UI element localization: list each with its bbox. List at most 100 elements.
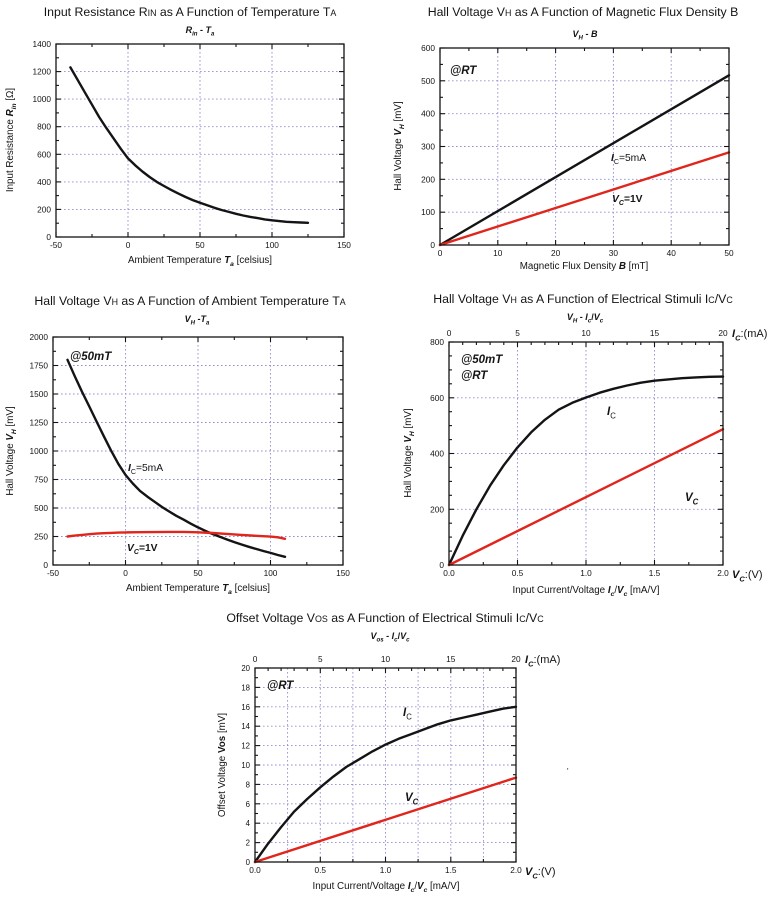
chart-vh-vs-b-curve-IC=5mA [438, 74, 731, 247]
chart-vh-vs-b-y-tick-label: 600 [421, 43, 435, 53]
chart-rin-vs-ta-x-tick-label: -50 [50, 240, 62, 250]
chart-vh-vs-icvc-bottom-axis-unit: VC:(V) [732, 569, 763, 583]
chart-vh-vs-icvc-top-tick-label: 5 [515, 328, 520, 338]
chart-vh-vs-ta-curve-VC=1V [66, 530, 287, 540]
chart-vos-vs-icvc-x-tick-label: 1.0 [380, 865, 392, 875]
chart-vh-vs-b-y-tick-label: 0 [430, 240, 435, 250]
chart-vh-vs-ta-curve-label-IC=5mA: IC=5mA [128, 463, 163, 476]
chart-vh-vs-ta-subtitle: VH -Ta [185, 314, 210, 327]
chart-vos-vs-icvc-grid [255, 668, 516, 862]
chart-vh-vs-ta-x-tick-label: 100 [264, 568, 278, 578]
chart-rin-vs-ta-subtitle: Rin - Ta [186, 25, 215, 38]
stray-mark: ' [567, 767, 569, 776]
chart-vos-vs-icvc-curve-VC [253, 776, 518, 864]
chart-vos-vs-icvc-curve-label-VC: VC [405, 792, 419, 806]
chart-vos-vs-icvc-y-tick-label: 18 [241, 683, 250, 692]
chart-vh-vs-ta-y-tick-label: 1250 [30, 418, 49, 428]
chart-vos-vs-icvc-bottom-axis-unit: VC:(V) [525, 866, 556, 880]
chart-vos-vs-icvc-x-tick-label: 2.0 [510, 865, 522, 875]
chart-vh-vs-icvc-title: Hall Voltage VH as A Function of Electri… [433, 292, 733, 306]
chart-rin-vs-ta-x-axis-label: Ambient Temperature Ta [celsius] [128, 255, 272, 268]
chart-vh-vs-b-ticks [439, 47, 730, 246]
chart-vos-vs-icvc-y-tick-label: 4 [246, 819, 251, 828]
chart-vh-vs-b-curve-label-IC=5mA: IC=5mA [611, 153, 646, 166]
chart-vh-vs-ta-x-tick-label: 150 [336, 568, 350, 578]
chart-vh-vs-icvc-x-tick-label: 2.0 [717, 568, 729, 578]
chart-vh-vs-b-x-tick-label: 10 [493, 248, 503, 258]
chart-vh-vs-icvc-x-tick-label: 0.0 [443, 568, 455, 578]
chart-rin-vs-ta: -50 0 50 100 1500200400600800100012001400Inp… [5, 5, 351, 268]
chart-vos-vs-icvc-top-tick-label: 10 [381, 654, 391, 664]
chart-vos-vs-icvc-y-axis-label: Offset Voltage Vos [mV] [217, 713, 228, 817]
chart-vh-vs-b-title: Hall Voltage VH as A Function of Magneti… [428, 5, 739, 19]
chart-vh-vs-icvc-grid [449, 342, 723, 565]
chart-rin-vs-ta-y-tick-label: 400 [37, 177, 51, 187]
chart-vos-vs-icvc-x-tick-label: 1.5 [445, 865, 457, 875]
chart-rin-vs-ta-x-tick-label: 100 [265, 240, 279, 250]
chart-rin-vs-ta-y-tick-label: 1000 [33, 94, 52, 104]
chart-vh-vs-b-y-tick-label: 500 [421, 76, 435, 86]
chart-vh-vs-icvc-x-tick-label: 0.5 [512, 568, 524, 578]
chart-rin-vs-ta-y-axis-label: Input Resistance Rin [Ω] [5, 88, 18, 193]
chart-vh-vs-ta-x-axis-label: Ambient Temperature Ta [celsius] [126, 583, 270, 596]
chart-vos-vs-icvc-y-tick-label: 10 [241, 761, 250, 770]
chart-vh-vs-ta-y-axis-label: Hall Voltage VH [mV] [5, 406, 18, 496]
chart-vh-vs-ta-y-tick-label: 2000 [30, 332, 49, 342]
chart-vh-vs-icvc-top-tick-label: 15 [650, 328, 660, 338]
chart-vos-vs-icvc-y-tick-label: 16 [241, 703, 250, 712]
chart-vos-vs-icvc: IC VC 0 5 10 15 20 IC:(mA) 0.0 0.5 1.0 1.5 2.0 0 2 4 6 8 1… [217, 611, 560, 894]
chart-vh-vs-ta-ticks [52, 336, 344, 566]
chart-rin-vs-ta-y-tick-label: 600 [37, 149, 51, 159]
chart-vos-vs-icvc-title: Offset Voltage VOS as A Function of Elec… [226, 611, 544, 625]
chart-vh-vs-b-y-tick-label: 400 [421, 109, 435, 119]
chart-vos-vs-icvc-curve-IC [253, 705, 518, 864]
chart-vos-vs-icvc-curve-label-IC: IC [403, 707, 412, 721]
chart-vos-vs-icvc-ticks [254, 667, 517, 863]
chart-vh-vs-b-grid [440, 48, 729, 245]
chart-vh-vs-icvc-x-tick-label: 1.5 [649, 568, 661, 578]
chart-rin-vs-ta-x-tick-label: 150 [337, 240, 351, 250]
chart-vh-vs-icvc-annotation-1: @RT [461, 370, 488, 382]
chart-vh-vs-ta-y-tick-label: 1750 [30, 361, 49, 371]
chart-vh-vs-icvc-y-tick-label: 600 [430, 393, 444, 403]
chart-vos-vs-icvc-top-tick-label: 0 [253, 654, 258, 664]
chart-vh-vs-ta-annotation-0: @50mT [70, 351, 112, 363]
chart-vh-vs-ta-y-tick-label: 1000 [30, 446, 49, 456]
chart-vh-vs-icvc-y-axis-label: Hall Voltage VH [mV] [403, 408, 416, 498]
chart-rin-vs-ta-y-tick-label: 200 [37, 204, 51, 214]
chart-vh-vs-icvc-y-tick-label: 800 [430, 337, 444, 347]
chart-vos-vs-icvc-y-tick-label: 6 [246, 800, 250, 809]
chart-vh-vs-ta-x-tick-label: -50 [47, 568, 59, 578]
chart-rin-vs-ta-y-tick-label: 1400 [33, 39, 52, 49]
chart-vh-vs-icvc-y-tick-label: 0 [439, 560, 444, 570]
chart-vh-vs-icvc-ticks [448, 341, 724, 566]
chart-vh-vs-b-y-tick-label: 100 [421, 207, 435, 217]
chart-vos-vs-icvc-y-tick-label: 0 [246, 858, 251, 867]
chart-rin-vs-ta-y-tick-label: 1200 [33, 67, 52, 77]
chart-vos-vs-icvc-y-tick-label: 8 [246, 780, 250, 789]
chart-vh-vs-ta-grid [53, 337, 343, 565]
chart-vh-vs-ta-x-tick-label: 50 [193, 568, 203, 578]
chart-vh-vs-b-annotation-0: @RT [450, 65, 477, 77]
chart-vh-vs-icvc-y-tick-label: 200 [430, 504, 444, 514]
chart-vh-vs-ta-y-tick-label: 500 [34, 503, 48, 513]
chart-vos-vs-icvc-y-tick-label: 14 [241, 722, 250, 731]
chart-vh-vs-icvc-top-tick-label: 20 [718, 328, 728, 338]
chart-rin-vs-ta-title: Input Resistance RIN as A Function of Te… [44, 5, 337, 19]
chart-vh-vs-icvc-x-axis-label: Input Current/Voltage Ic/Vc [mA/V] [513, 585, 660, 598]
chart-vh-vs-ta-y-tick-label: 1500 [30, 389, 49, 399]
chart-vh-vs-b-subtitle: VH - B [573, 29, 598, 42]
chart-vh-vs-b-x-tick-label: 20 [551, 248, 561, 258]
chart-vh-vs-icvc-curve-IC [447, 375, 725, 567]
chart-vos-vs-icvc-y-tick-label: 20 [241, 664, 250, 673]
chart-vh-vs-b-y-axis-label: Hall Voltage VH [mV] [393, 101, 406, 191]
chart-vos-vs-icvc-subtitle: Vos - Ic/Vc [371, 631, 411, 644]
chart-vh-vs-b-x-tick-label: 40 [667, 248, 677, 258]
chart-vh-vs-b-x-tick-label: 0 [438, 248, 443, 258]
chart-vos-vs-icvc-top-tick-label: 5 [318, 654, 323, 664]
chart-vh-vs-b-x-tick-label: 30 [609, 248, 619, 258]
chart-rin-vs-ta-x-tick-label: 50 [195, 240, 205, 250]
